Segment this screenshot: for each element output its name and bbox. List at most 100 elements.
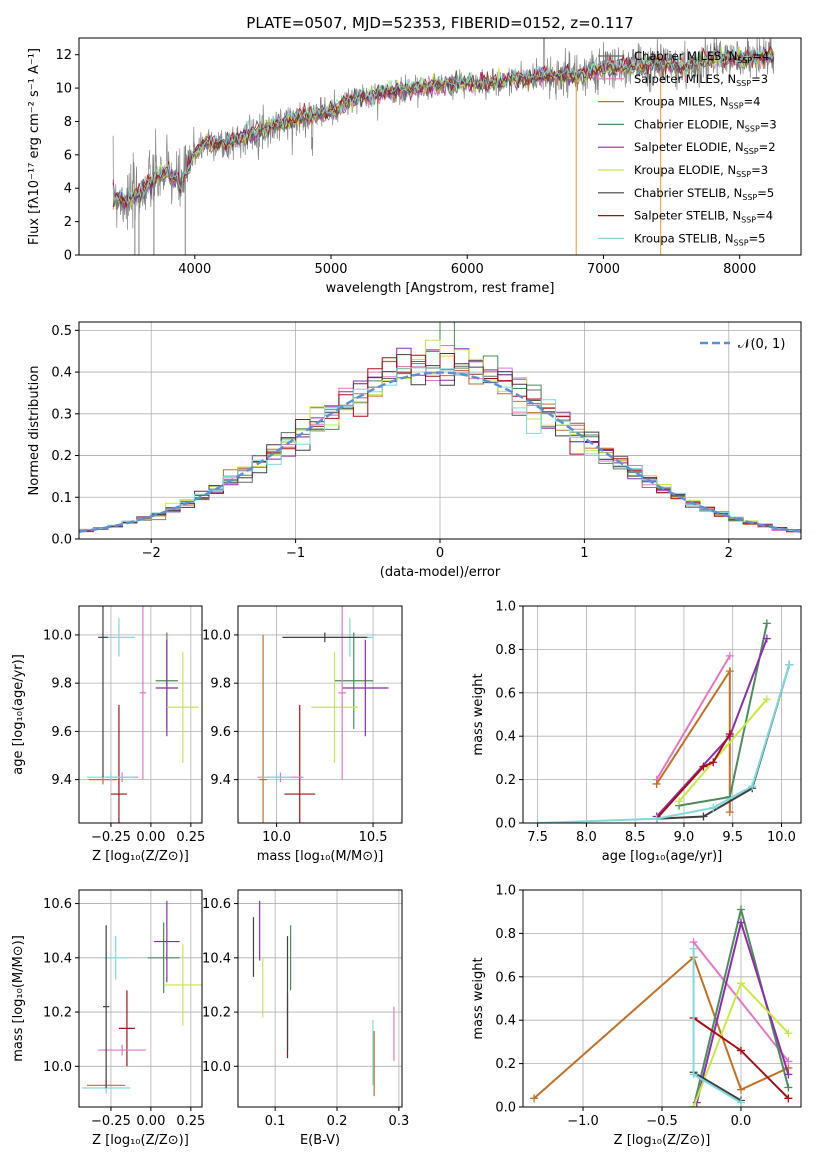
y-tick-label: 0.1 — [51, 491, 72, 506]
x-tick-label: 2 — [725, 546, 733, 561]
y-axis-label: Flux [fλ10⁻¹⁷ erg cm⁻² s⁻¹ A⁻¹] — [27, 48, 42, 245]
x-tick-label: 6000 — [451, 262, 484, 277]
mass-vs-ebv-panel: 0.1 0.2 0.3 10.0 10.2 10.4 10.6 E(B-V) — [202, 889, 409, 1148]
age-vs-metallicity-panel: −0.25 0.00 0.25 9.4 9.6 9.8 10.0 Z [log₁₀(Z/Z⊙)… — [11, 605, 205, 864]
plot-area — [533, 619, 794, 823]
y-tick-label: 9.4 — [210, 773, 231, 788]
mass-weight-marker — [689, 944, 698, 953]
y-tick-label: 0.8 — [495, 643, 516, 658]
x-tick-label: 0.0 — [731, 1114, 752, 1129]
x-axis-label: mass [log₁₀(M/M⊙)] — [257, 849, 384, 864]
x-tick-label: 9.0 — [674, 830, 695, 845]
y-tick-label: 0.2 — [495, 773, 516, 788]
legend-entry: Kroupa ELODIE, NSSP=3 — [634, 163, 768, 179]
y-tick-label: 10.6 — [202, 897, 231, 912]
mass-weight-marker — [736, 918, 745, 927]
x-axis-label: (data-model)/error — [380, 565, 501, 580]
mass-weight-marker — [736, 1098, 745, 1107]
axes-frame — [522, 605, 802, 824]
age-vs-mass-panel: 10.0 10.5 9.4 9.6 9.8 10.0 mass [log₁₀(M/M⊙)] — [202, 605, 403, 864]
y-tick-label: 4 — [64, 182, 72, 197]
mass-weight-series — [655, 667, 731, 813]
mass-weight-marker — [725, 651, 734, 660]
plot-area — [86, 606, 199, 823]
mass-weight-marker — [784, 1057, 793, 1066]
plot-area — [82, 900, 202, 1094]
mass-weight-marker — [784, 1094, 793, 1103]
y-tick-label: 0.0 — [51, 533, 72, 548]
y-tick-label: 0.4 — [495, 730, 516, 745]
y-tick-label: 9.6 — [210, 725, 231, 740]
plot-area — [530, 905, 793, 1107]
y-tick-label: 0.0 — [495, 817, 516, 832]
plot-area — [79, 322, 801, 535]
mass-weight-series — [695, 918, 790, 1103]
x-tick-label: −0.25 — [91, 830, 131, 845]
x-tick-label: 7000 — [587, 262, 620, 277]
mass-weight-series — [655, 655, 731, 781]
y-tick-label: 9.8 — [210, 677, 231, 692]
x-axis-label: Z [log₁₀(Z/Z⊙)] — [92, 1133, 189, 1148]
x-tick-label: 0.25 — [176, 830, 205, 845]
y-tick-label: 9.8 — [51, 677, 72, 692]
x-tick-label: 10.0 — [767, 830, 796, 845]
mass-weight-marker — [689, 1103, 698, 1107]
mass-vs-metallicity-panel: −0.25 0.00 0.25 10.0 10.2 10.4 10.6 Z [log₁₀(Z/… — [11, 889, 205, 1148]
axes-frame — [237, 605, 403, 824]
mass-weight-series — [655, 733, 731, 820]
mass-weight-marker — [736, 905, 745, 914]
y-axis-label: Normed distribution — [27, 366, 42, 496]
x-tick-label: −0.25 — [91, 1114, 131, 1129]
mass-weight-marker — [736, 979, 745, 988]
y-tick-label: 0.6 — [495, 686, 516, 701]
axes-frame — [78, 889, 203, 1108]
legend-entry: Chabrier ELODIE, NSSP=3 — [634, 117, 777, 133]
axes-frame — [78, 605, 203, 824]
y-tick-label: 0 — [64, 249, 72, 264]
x-tick-label: −2 — [142, 546, 161, 561]
mass-weight-marker — [533, 819, 542, 823]
x-axis-label: Z [log₁₀(Z/Z⊙)] — [614, 1133, 711, 1148]
x-tick-label: 10.5 — [359, 830, 388, 845]
mass-weight-marker — [699, 762, 708, 771]
mass-weight-marker — [725, 667, 734, 676]
mass-weight-marker — [784, 1083, 793, 1092]
x-tick-label: 5000 — [314, 262, 347, 277]
mass-weight-marker — [652, 779, 661, 788]
y-tick-label: 0.5 — [51, 324, 72, 339]
mass-weight-marker — [530, 1094, 539, 1103]
mass-weight-series — [693, 1071, 742, 1102]
mass-weight-series — [692, 941, 790, 1063]
legend-entry: Kroupa STELIB, NSSP=5 — [634, 231, 765, 247]
x-tick-label: 7.5 — [527, 830, 548, 845]
plot-area — [112, 38, 775, 255]
x-tick-label: −1.0 — [567, 1114, 599, 1129]
legend-entry: Kroupa MILES, NSSP=4 — [634, 95, 760, 111]
x-tick-label: 0.2 — [327, 1114, 348, 1129]
mass-weight-marker — [689, 1070, 698, 1079]
mass-weight-marker — [762, 634, 771, 643]
x-tick-label: 0.1 — [265, 1114, 286, 1129]
mass-weight-marker — [675, 797, 684, 806]
mass-weight-marker — [736, 1046, 745, 1055]
y-tick-label: 0.8 — [495, 927, 516, 942]
y-tick-label: 12 — [55, 48, 72, 63]
y-tick-label: 10.2 — [43, 1006, 72, 1021]
y-axis-label: age [log₁₀(age/yr)] — [11, 654, 26, 775]
y-tick-label: 1.0 — [495, 884, 516, 899]
legend-entry: Salpeter MILES, NSSP=3 — [634, 72, 768, 88]
mass-weight-marker — [784, 1070, 793, 1079]
mass-weight-marker — [652, 814, 661, 823]
y-tick-label: 1.0 — [495, 600, 516, 615]
legend-entry: 𝒩(0, 1) — [738, 337, 785, 352]
x-tick-label: 0 — [436, 546, 444, 561]
y-tick-label: 0.2 — [495, 1057, 516, 1072]
y-tick-label: 10.0 — [43, 628, 72, 643]
x-axis-label: age [log₁₀(age/yr)] — [602, 849, 723, 864]
x-tick-label: 0.00 — [136, 830, 165, 845]
x-tick-label: 8000 — [723, 262, 756, 277]
y-tick-label: 6 — [64, 148, 72, 163]
y-tick-label: 9.4 — [51, 773, 72, 788]
y-tick-label: 8 — [64, 115, 72, 130]
x-tick-label: 8.0 — [576, 830, 597, 845]
